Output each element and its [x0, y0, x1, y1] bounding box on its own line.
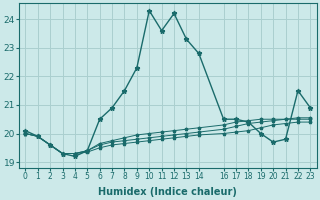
X-axis label: Humidex (Indice chaleur): Humidex (Indice chaleur) [98, 187, 237, 197]
